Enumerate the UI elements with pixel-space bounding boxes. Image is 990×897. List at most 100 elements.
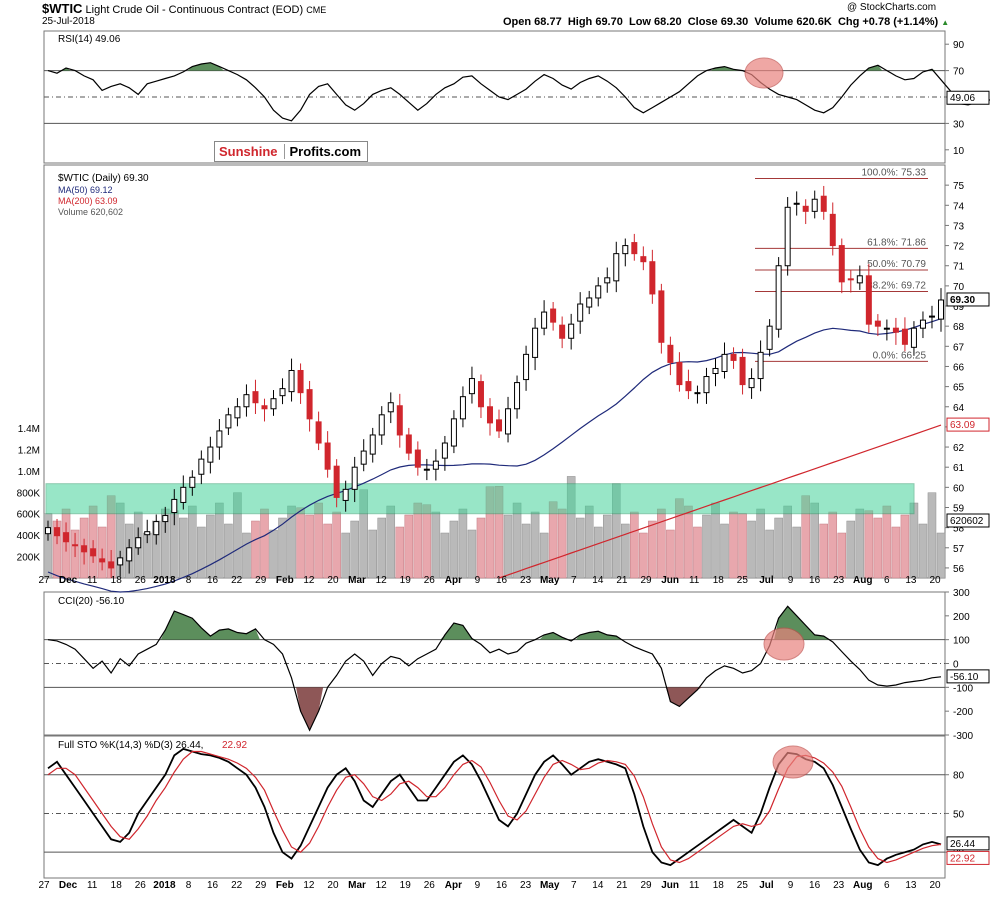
x-axis-label: 16 (809, 575, 821, 586)
volume-bar (693, 526, 702, 579)
volume-bar (882, 505, 892, 579)
highlight-ellipse (772, 745, 814, 779)
cci-tick-label: 300 (953, 588, 970, 599)
candle-body (838, 245, 845, 283)
price-candles (45, 185, 944, 578)
candle-body (730, 353, 737, 361)
candle-body (892, 327, 899, 333)
fibonacci-label: 100.0%: 75.33 (862, 167, 927, 178)
candle-body (865, 275, 872, 325)
x-axis-label: 14 (592, 880, 604, 891)
candle-body (72, 544, 79, 547)
volume-bar (422, 504, 432, 579)
volume-bar (215, 502, 224, 579)
x-axis-label: 18 (713, 880, 725, 891)
x-axis-label: Jun (661, 575, 679, 586)
volume-bar (936, 532, 946, 579)
candle-body (333, 465, 340, 498)
volume-band (45, 483, 915, 515)
rsi-tick-label: 30 (953, 119, 965, 130)
volume-bar (503, 514, 513, 579)
sto-label: Full STO %K(14,3) %D(3) 26.44, (58, 740, 203, 751)
x-axis-label: 29 (255, 880, 267, 891)
x-axis-label: 29 (255, 575, 267, 586)
moving-averages (47, 318, 942, 593)
volume-bar (341, 532, 350, 579)
candle-body (243, 394, 250, 408)
price-tick-label: 68 (953, 322, 965, 333)
x-axis-label: 29 (640, 880, 652, 891)
volume-bar (449, 520, 459, 579)
price-tick-label: 75 (953, 181, 965, 192)
candle-body (189, 476, 196, 488)
candle-body (775, 265, 782, 330)
volume-bar (431, 511, 441, 579)
candle-body (604, 277, 611, 284)
x-axis-label: 22 (231, 575, 243, 586)
volume-bar (927, 492, 937, 579)
volume-bar (476, 517, 486, 579)
sto-k-value-tag: 26.44 (950, 839, 975, 850)
candle-body (802, 205, 809, 212)
fibonacci-label: 0.0%: 66.25 (873, 350, 927, 361)
volume-bar (684, 505, 693, 579)
candle-body (829, 213, 836, 247)
volume-bar (197, 526, 206, 579)
volume-bar (242, 532, 251, 579)
volume-bar (666, 529, 675, 579)
volume-bar (918, 523, 928, 579)
price-tick-label: 64 (953, 403, 965, 414)
volume-bar (224, 523, 233, 579)
price-tick-label: 56 (953, 564, 965, 575)
x-axis-label: 6 (884, 575, 890, 586)
cci-tick-label: -300 (953, 731, 973, 742)
x-axis-label: 14 (592, 575, 604, 586)
ma50-line (47, 318, 942, 593)
fibonacci-label: 61.8%: 71.86 (867, 237, 926, 248)
x-axis-label: 9 (475, 575, 481, 586)
candle-body (919, 319, 926, 329)
sto-d-value-tag: 22.92 (950, 853, 975, 864)
volume-tick-label: 600K (17, 510, 41, 521)
candle-body (270, 398, 277, 410)
x-axis-label: 21 (616, 575, 628, 586)
x-axis-label: 16 (496, 575, 508, 586)
candle-body (586, 297, 593, 308)
fibonacci-label: 38.2%: 69.72 (867, 281, 926, 292)
volume-bar (819, 523, 828, 579)
x-axis-label: 9 (788, 880, 794, 891)
x-axis-label: Feb (276, 575, 294, 586)
x-axis-label: 26 (424, 880, 436, 891)
candle-body (901, 328, 908, 345)
price-tick-label: 65 (953, 383, 965, 394)
x-axis-label: 23 (520, 575, 532, 586)
symbol: $WTIC (42, 1, 83, 16)
volume-bar (657, 508, 666, 579)
ma200-value-tag-box (946, 417, 990, 432)
volume-bar (350, 520, 359, 579)
sto-tick-label: 50 (953, 809, 965, 820)
candle-body (477, 381, 484, 408)
volume-bar (566, 476, 576, 579)
candle-body (667, 344, 674, 363)
quote-high: High 69.70 (567, 16, 623, 28)
quote-volume: Volume 620.6K (754, 16, 832, 28)
volume-bar (377, 517, 387, 579)
volume-bar (440, 532, 450, 579)
x-axis-label: 20 (327, 880, 339, 891)
price-tick-label: 74 (953, 201, 965, 212)
candle-body (505, 408, 512, 435)
x-axis-label: 25 (737, 880, 749, 891)
chart-title: $WTIC Light Crude Oil - Continuous Contr… (42, 1, 326, 16)
volume-bar (413, 502, 423, 579)
x-axis-label: 19 (400, 575, 412, 586)
x-axis-label: 16 (207, 575, 219, 586)
volume-bar (584, 505, 594, 579)
rsi-label: RSI(14) 49.06 (58, 34, 121, 45)
x-axis-label: May (540, 880, 560, 891)
volume-bar (188, 505, 197, 579)
volume-bar (891, 526, 901, 579)
x-axis-label: 16 (496, 880, 508, 891)
candle-body (532, 327, 539, 358)
x-axis-label: 26 (135, 880, 147, 891)
